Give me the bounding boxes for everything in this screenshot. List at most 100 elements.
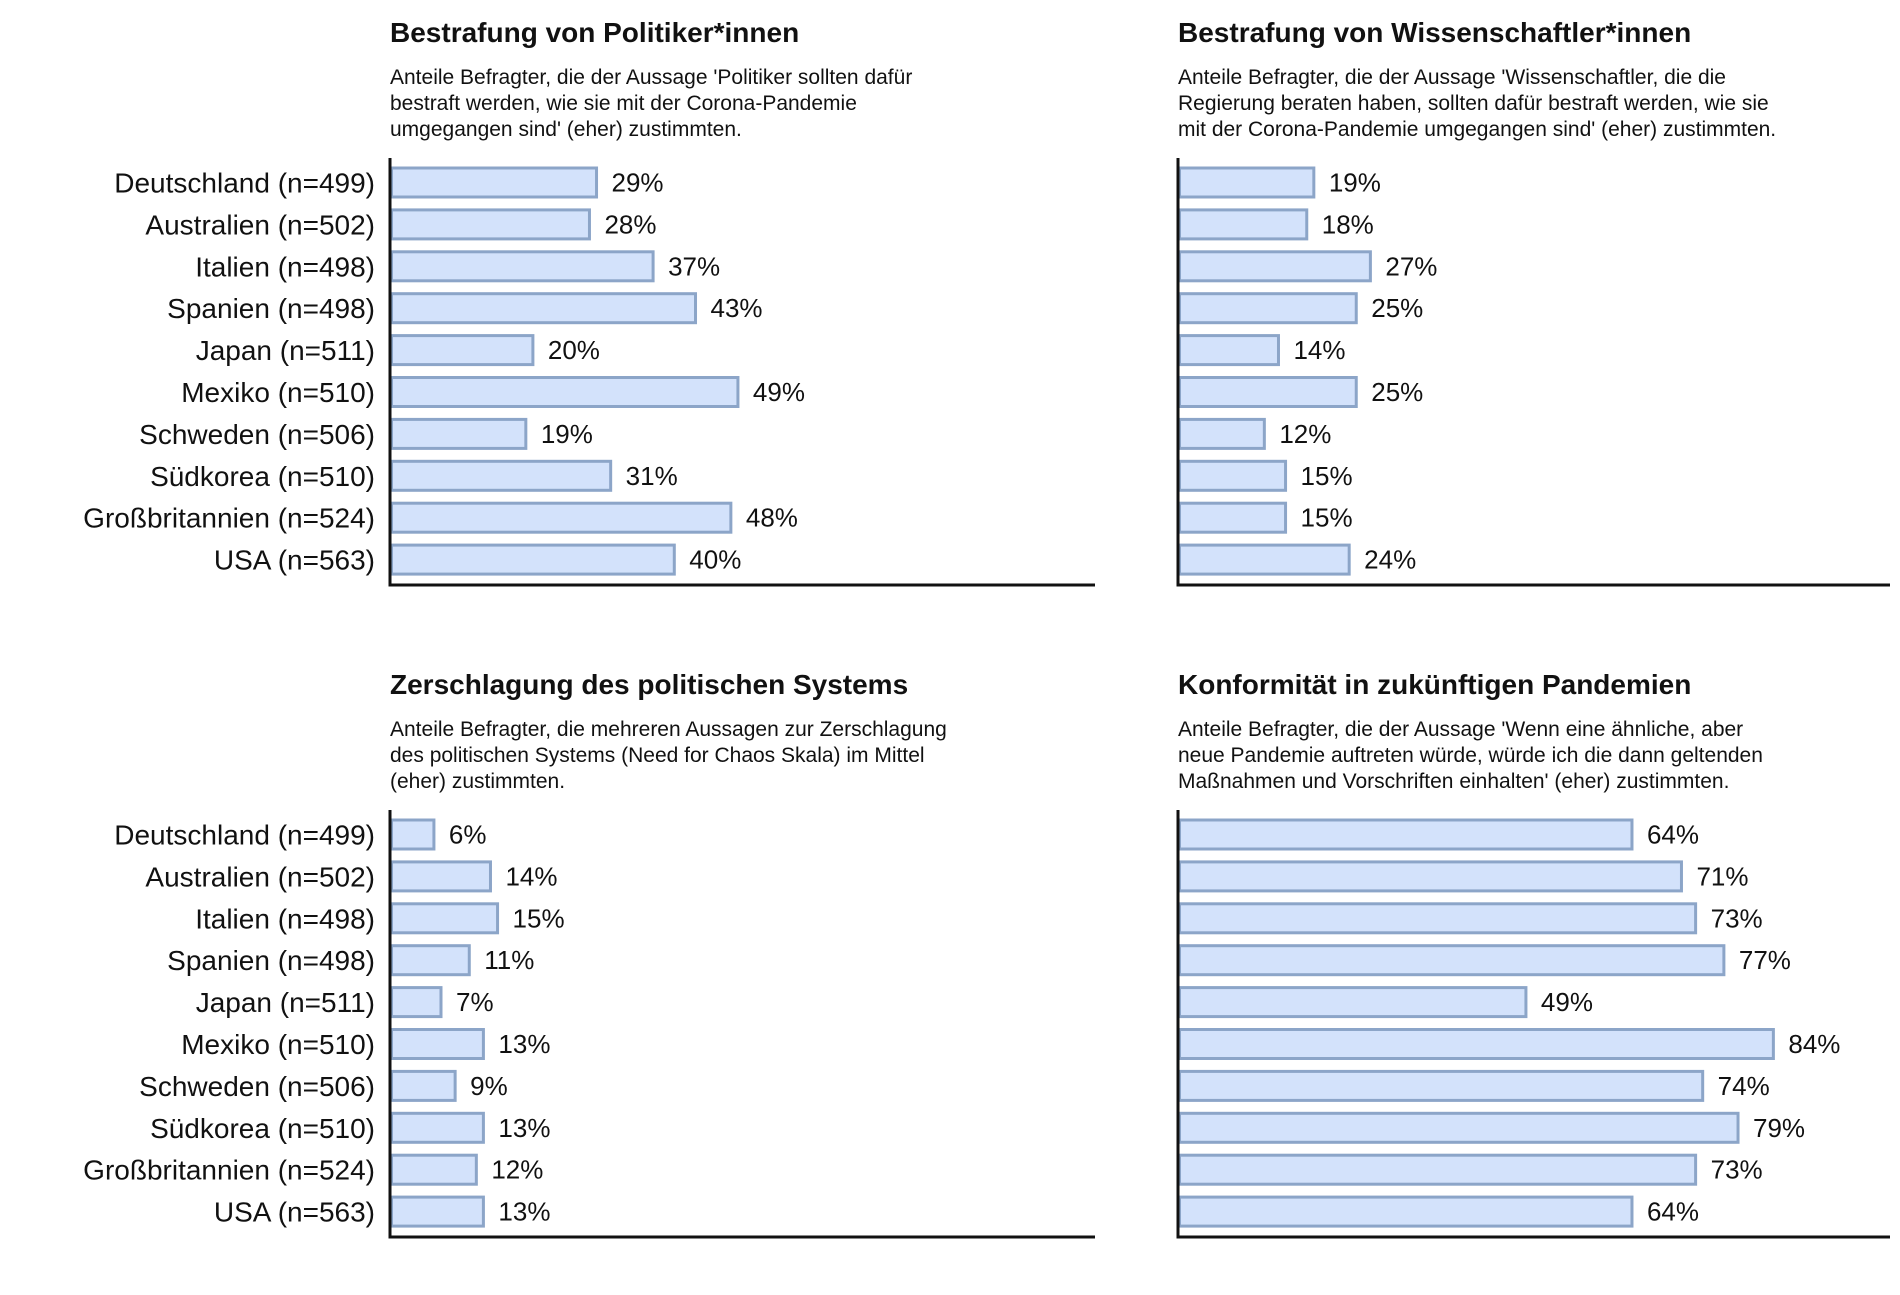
bar xyxy=(1178,1153,1698,1186)
bar xyxy=(390,376,740,408)
value-label: 77% xyxy=(1739,945,1791,975)
value-label: 9% xyxy=(470,1071,508,1101)
category-label: Südkorea (n=510) xyxy=(150,461,375,492)
category-label: Italien (n=498) xyxy=(195,251,375,282)
bar xyxy=(1178,334,1280,367)
value-label: 18% xyxy=(1322,209,1374,239)
panel-subtitle-line: (eher) zustimmten. xyxy=(390,770,565,793)
panel-conformity: Konformität in zukünftigen Pandemien Ante… xyxy=(1176,669,1890,1239)
value-label: 13% xyxy=(498,1113,550,1143)
bar xyxy=(390,501,733,534)
value-label: 12% xyxy=(491,1155,543,1185)
value-label: 15% xyxy=(1301,461,1353,491)
value-label: 84% xyxy=(1788,1029,1840,1059)
bar xyxy=(390,944,471,977)
bar xyxy=(390,818,436,851)
value-label: 29% xyxy=(612,168,664,198)
value-label: 25% xyxy=(1371,293,1423,323)
bar xyxy=(1178,986,1528,1019)
value-label: 73% xyxy=(1711,1155,1763,1185)
category-label: Spanien (n=498) xyxy=(167,293,375,324)
value-label: 27% xyxy=(1385,251,1437,281)
value-label: 31% xyxy=(626,461,678,491)
value-label: 73% xyxy=(1711,903,1763,933)
panel-scientists: Bestrafung von Wissenschaftler*innen Ante… xyxy=(1176,17,1890,587)
value-label: 14% xyxy=(1293,335,1345,365)
bar xyxy=(1178,1111,1740,1144)
value-label: 43% xyxy=(711,293,763,323)
value-label: 14% xyxy=(505,861,557,891)
panel-title: Bestrafung von Politiker*innen xyxy=(390,17,799,48)
panel-subtitle-line: Regierung beraten haben, sollten dafür b… xyxy=(1178,92,1769,115)
panel-subtitle-line: Anteile Befragter, die mehreren Aussagen… xyxy=(390,718,947,741)
panel-politicians: Bestrafung von Politiker*innen Anteile Be… xyxy=(83,17,1095,587)
panel-subtitle-line: bestraft werden, wie sie mit der Corona-… xyxy=(390,92,857,115)
panel-subtitle-line: des politischen Systems (Need for Chaos … xyxy=(390,744,925,767)
value-label: 13% xyxy=(498,1197,550,1227)
bar xyxy=(1178,501,1288,534)
bar xyxy=(1178,1195,1634,1228)
bar xyxy=(390,1153,478,1186)
bar xyxy=(1178,543,1351,576)
value-label: 15% xyxy=(513,903,565,933)
bar xyxy=(1178,208,1309,241)
bar xyxy=(390,250,655,283)
panel-subtitle-line: Anteile Befragter, die der Aussage 'Wiss… xyxy=(1178,66,1726,89)
category-label: Australien (n=502) xyxy=(145,209,375,240)
category-label: USA (n=563) xyxy=(214,1197,375,1228)
bar xyxy=(390,1069,457,1102)
bar xyxy=(390,860,492,893)
category-label: Mexiko (n=510) xyxy=(181,1029,375,1060)
category-label: Deutschland (n=499) xyxy=(114,820,375,851)
bar xyxy=(390,208,591,241)
value-label: 19% xyxy=(1329,168,1381,198)
bar xyxy=(390,417,528,450)
category-label: Schweden (n=506) xyxy=(139,419,375,450)
value-label: 13% xyxy=(498,1029,550,1059)
category-label: Großbritannien (n=524) xyxy=(83,1155,375,1186)
value-label: 37% xyxy=(668,251,720,281)
bar xyxy=(1178,250,1372,283)
bar xyxy=(390,292,698,325)
bar xyxy=(390,543,676,576)
value-label: 49% xyxy=(753,377,805,407)
bar xyxy=(1178,1028,1775,1060)
bar xyxy=(1178,1069,1705,1102)
value-label: 7% xyxy=(456,987,494,1017)
bar xyxy=(390,166,599,199)
panel-subtitle-line: Anteile Befragter, die der Aussage 'Wenn… xyxy=(1178,718,1743,741)
value-label: 25% xyxy=(1371,377,1423,407)
value-label: 64% xyxy=(1647,1197,1699,1227)
panel-subtitle-line: umgegangen sind' (eher) zustimmten. xyxy=(390,118,742,141)
value-label: 40% xyxy=(689,545,741,575)
bar xyxy=(390,1111,485,1144)
category-label: Italien (n=498) xyxy=(195,903,375,934)
panel-chaos: Zerschlagung des politischen Systems Ante… xyxy=(83,669,1095,1239)
bar xyxy=(390,1195,485,1228)
value-label: 71% xyxy=(1696,861,1748,891)
value-label: 11% xyxy=(484,945,534,975)
category-label: Japan (n=511) xyxy=(196,987,375,1018)
category-label: Schweden (n=506) xyxy=(139,1071,375,1102)
panel-subtitle-line: Maßnahmen und Vorschriften einhalten' (e… xyxy=(1178,770,1729,793)
value-label: 12% xyxy=(1279,419,1331,449)
value-label: 48% xyxy=(746,503,798,533)
category-label: Mexiko (n=510) xyxy=(181,377,375,408)
category-label: Australien (n=502) xyxy=(145,861,375,892)
bar xyxy=(1178,902,1698,935)
bar xyxy=(1178,818,1634,851)
value-label: 19% xyxy=(541,419,593,449)
panel-title: Konformität in zukünftigen Pandemien xyxy=(1178,669,1691,700)
value-label: 15% xyxy=(1301,503,1353,533)
bar xyxy=(1178,376,1358,408)
bar xyxy=(390,1028,485,1060)
bar xyxy=(390,902,500,935)
value-label: 6% xyxy=(449,820,487,850)
panel-subtitle-line: mit der Corona-Pandemie umgegangen sind'… xyxy=(1178,118,1776,141)
panel-subtitle-line: neue Pandemie auftreten würde, würde ich… xyxy=(1178,744,1763,767)
value-label: 74% xyxy=(1718,1071,1770,1101)
category-label: Südkorea (n=510) xyxy=(150,1113,375,1144)
category-label: Deutschland (n=499) xyxy=(114,168,375,199)
bar xyxy=(390,986,443,1019)
